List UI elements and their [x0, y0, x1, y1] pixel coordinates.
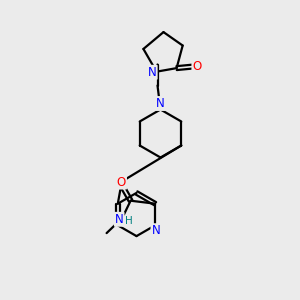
Text: O: O	[117, 176, 126, 189]
Text: O: O	[116, 173, 125, 187]
Text: N: N	[156, 97, 165, 110]
Text: H: H	[125, 216, 133, 226]
Text: N: N	[152, 224, 160, 237]
Text: N: N	[148, 66, 157, 79]
Text: N: N	[115, 213, 124, 226]
Text: O: O	[192, 59, 202, 73]
